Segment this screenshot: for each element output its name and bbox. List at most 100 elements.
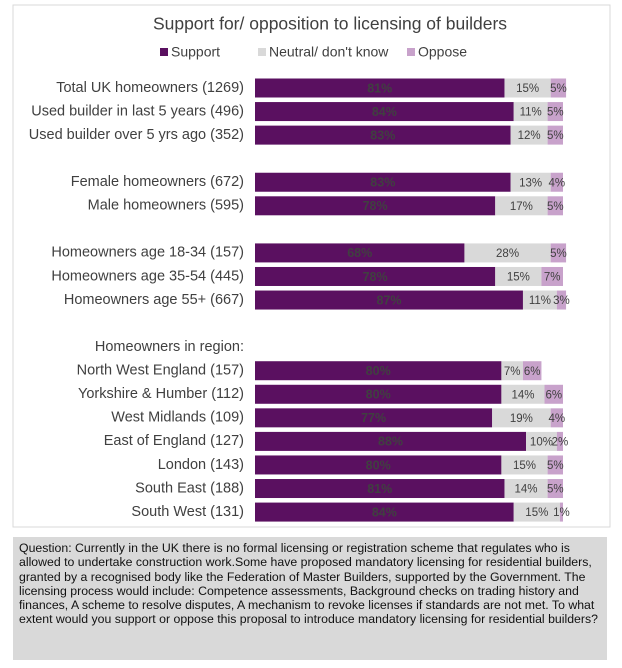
- bar-segment: [513, 102, 548, 122]
- value-label: 15%: [525, 507, 548, 519]
- value-label: 15%: [507, 272, 530, 284]
- bar-segment: [255, 125, 511, 145]
- value-label: 14%: [511, 389, 534, 401]
- y-tick-label: Female homeowners (672): [71, 174, 244, 190]
- value-label: 7%: [504, 366, 521, 378]
- chart: Support for/ opposition to licensing of …: [12, 4, 611, 528]
- value-label: 11%: [529, 295, 551, 307]
- y-tick-label: Yorkshire & Humber (112): [78, 386, 244, 402]
- value-label: 15%: [516, 83, 539, 95]
- value-label: 5%: [550, 248, 567, 260]
- bar-segment: [547, 196, 563, 216]
- y-tick-label: Male homeowners (595): [88, 198, 244, 214]
- bar-segment: [510, 172, 551, 192]
- value-label: 15%: [513, 460, 536, 472]
- legend-swatch: [407, 48, 415, 56]
- y-tick-label: North West England (157): [77, 363, 244, 379]
- bar-segment: [556, 290, 567, 310]
- bar-segment: [492, 408, 551, 428]
- bar-segment: [255, 502, 514, 522]
- value-label: 80%: [366, 458, 391, 472]
- y-tick-label: Total UK homeowners (1269): [56, 80, 244, 96]
- y-tick-label: South West (131): [131, 504, 244, 520]
- y-tick-label: Homeowners age 18-34 (157): [51, 245, 244, 261]
- value-label: 80%: [366, 364, 391, 378]
- y-tick-label: Homeowners age 55+ (667): [64, 292, 244, 308]
- bar-segment: [504, 479, 548, 499]
- value-label: 10%: [530, 436, 553, 448]
- bar-segment: [255, 102, 514, 122]
- y-tick-label: South East (188): [135, 480, 244, 496]
- value-label: 78%: [363, 199, 388, 213]
- bar-segment: [464, 243, 551, 263]
- y-tick-label: Used builder over 5 yrs ago (352): [29, 127, 244, 143]
- value-label: 13%: [519, 177, 542, 189]
- y-tick-label: London (143): [158, 457, 244, 473]
- chart-title: Support for/ opposition to licensing of …: [153, 14, 507, 34]
- value-label: 78%: [363, 270, 388, 284]
- value-label: 19%: [510, 413, 533, 425]
- bar-segment: [547, 479, 563, 499]
- bar-segment: [522, 290, 557, 310]
- bar-segment: [559, 502, 563, 522]
- value-label: 17%: [510, 201, 533, 213]
- value-label: 4%: [549, 177, 566, 189]
- bar-segment: [550, 408, 563, 428]
- bar-segment: [547, 125, 563, 145]
- bar-segment: [495, 266, 542, 286]
- bar-segment: [255, 78, 505, 98]
- value-label: 28%: [496, 248, 519, 260]
- bar-segment: [501, 455, 548, 475]
- value-label: 84%: [372, 105, 397, 119]
- value-label: 5%: [547, 201, 564, 213]
- value-label: 6%: [524, 366, 541, 378]
- bar-segment: [547, 455, 563, 475]
- value-label: 2%: [552, 436, 569, 448]
- bar-segment: [501, 361, 523, 381]
- y-tick-label: East of England (127): [104, 433, 244, 449]
- value-label: 68%: [347, 246, 372, 260]
- bar-segment: [255, 408, 493, 428]
- bar-segment: [255, 172, 511, 192]
- question-note: Question: Currently in the UK there is n…: [13, 537, 607, 660]
- value-label: 5%: [550, 83, 567, 95]
- value-label: 81%: [367, 482, 392, 496]
- y-tick-label: West Midlands (109): [111, 410, 244, 426]
- value-label: 5%: [547, 107, 564, 119]
- bar-segment: [255, 196, 496, 216]
- bar-segment: [556, 431, 563, 451]
- value-label: 4%: [549, 413, 566, 425]
- legend-swatch: [160, 48, 168, 56]
- value-label: 83%: [370, 128, 395, 142]
- bar-segment: [255, 361, 502, 381]
- value-label: 5%: [547, 460, 564, 472]
- legend-label: Neutral/ don't know: [269, 44, 389, 60]
- value-label: 80%: [366, 388, 391, 402]
- bar-segment: [526, 431, 557, 451]
- y-tick-label: Homeowners in region:: [95, 339, 244, 355]
- value-label: 6%: [545, 389, 562, 401]
- bar-segment: [522, 361, 542, 381]
- value-label: 84%: [372, 505, 397, 519]
- bar-segment: [255, 266, 496, 286]
- value-label: 5%: [547, 484, 564, 496]
- value-label: 81%: [367, 81, 392, 95]
- value-label: 5%: [547, 130, 564, 142]
- legend-swatch: [258, 48, 266, 56]
- bar-segment: [547, 102, 563, 122]
- bar-segment: [501, 384, 545, 404]
- value-label: 7%: [544, 272, 561, 284]
- bar-segment: [510, 125, 548, 145]
- legend-label: Oppose: [418, 44, 467, 60]
- y-tick-label: Homeowners age 35-54 (445): [51, 268, 244, 284]
- chart-frame: [12, 4, 611, 528]
- bar-segment: [544, 384, 563, 404]
- value-label: 83%: [370, 176, 395, 190]
- bar-segment: [495, 196, 548, 216]
- bar-segment: [255, 290, 523, 310]
- bar-segment: [550, 243, 567, 263]
- bar-segment: [255, 431, 527, 451]
- bar-segment: [550, 78, 567, 98]
- bar-segment: [541, 266, 563, 286]
